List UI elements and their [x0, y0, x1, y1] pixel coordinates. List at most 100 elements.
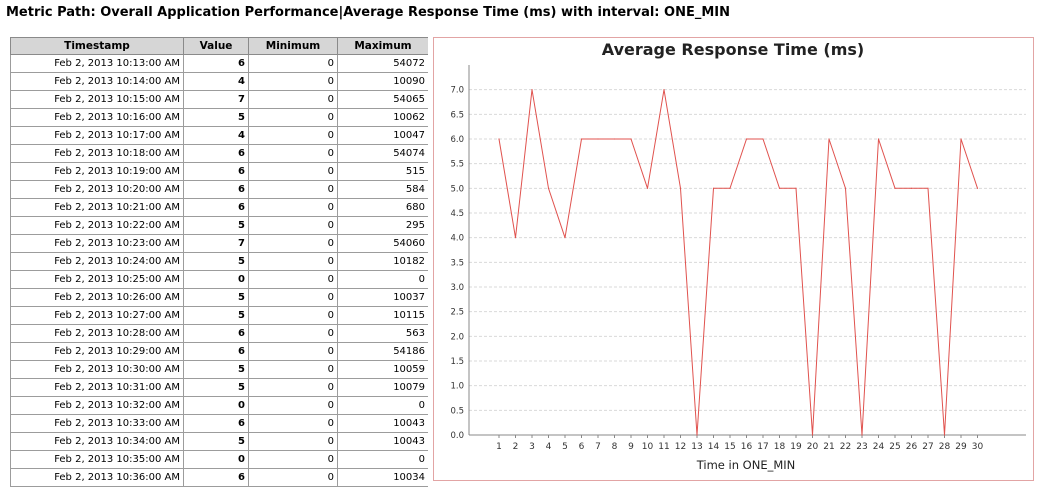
cell-maximum: 563: [337, 324, 428, 343]
table-row[interactable]: Feb 2, 2013 10:32:00 AM 0 0 0: [10, 396, 428, 415]
table-row[interactable]: Feb 2, 2013 10:18:00 AM 6 0 54074: [10, 144, 428, 163]
data-point: [630, 138, 632, 140]
table-row[interactable]: Feb 2, 2013 10:34:00 AM 5 0 10043: [10, 432, 428, 451]
cell-value: 6: [183, 468, 249, 487]
cell-timestamp: Feb 2, 2013 10:16:00 AM: [10, 108, 184, 127]
table-row[interactable]: Feb 2, 2013 10:15:00 AM 7 0 54065: [10, 90, 428, 109]
data-point: [729, 187, 731, 189]
table-row[interactable]: Feb 2, 2013 10:13:00 AM 6 0 54072: [10, 54, 428, 73]
cell-timestamp: Feb 2, 2013 10:27:00 AM: [10, 306, 184, 325]
cell-maximum: 0: [337, 270, 428, 289]
cell-minimum: 0: [248, 432, 338, 451]
cell-timestamp: Feb 2, 2013 10:25:00 AM: [10, 270, 184, 289]
data-point: [828, 138, 830, 140]
cell-minimum: 0: [248, 288, 338, 307]
table-row[interactable]: Feb 2, 2013 10:23:00 AM 7 0 54060: [10, 234, 428, 253]
table-row[interactable]: Feb 2, 2013 10:28:00 AM 6 0 563: [10, 324, 428, 343]
table-row[interactable]: Feb 2, 2013 10:22:00 AM 5 0 295: [10, 216, 428, 235]
table-row[interactable]: Feb 2, 2013 10:25:00 AM 0 0 0: [10, 270, 428, 289]
y-tick-label: 5.5: [450, 160, 464, 170]
table-row[interactable]: Feb 2, 2013 10:31:00 AM 5 0 10079: [10, 378, 428, 397]
x-tick-label: 18: [774, 442, 786, 452]
cell-maximum: 0: [337, 450, 428, 469]
cell-value: 5: [183, 216, 249, 235]
cell-timestamp: Feb 2, 2013 10:34:00 AM: [10, 432, 184, 451]
table-row[interactable]: Feb 2, 2013 10:35:00 AM 0 0 0: [10, 450, 428, 469]
x-tick-label: 1: [496, 442, 502, 452]
data-point: [811, 434, 814, 436]
x-tick-label: 4: [546, 442, 552, 452]
metrics-table-container: Timestamp Value Minimum Maximum Feb 2, 2…: [10, 37, 428, 494]
data-point: [531, 89, 533, 91]
cell-minimum: 0: [248, 270, 338, 289]
data-point: [696, 434, 698, 436]
cell-minimum: 0: [248, 414, 338, 433]
cell-value: 6: [183, 162, 249, 181]
table-row[interactable]: Feb 2, 2013 10:14:00 AM 4 0 10090: [10, 72, 428, 91]
cell-value: 0: [183, 450, 249, 469]
table-row[interactable]: Feb 2, 2013 10:36:00 AM 6 0 10034: [10, 468, 428, 487]
data-point: [943, 434, 946, 436]
cell-minimum: 0: [248, 162, 338, 181]
table-row[interactable]: Feb 2, 2013 10:17:00 AM 4 0 10047: [10, 126, 428, 145]
x-tick-label: 27: [922, 442, 933, 452]
x-tick-label: 22: [840, 442, 851, 452]
y-tick-label: 7.0: [450, 86, 464, 96]
x-tick-label: 29: [955, 442, 967, 452]
x-tick-label: 30: [972, 442, 984, 452]
column-header-maximum[interactable]: Maximum: [337, 37, 428, 55]
table-row[interactable]: Feb 2, 2013 10:21:00 AM 6 0 680: [10, 198, 428, 217]
cell-minimum: 0: [248, 54, 338, 73]
data-point: [547, 187, 550, 189]
data-point: [778, 187, 781, 189]
data-point: [762, 138, 764, 140]
cell-maximum: 10090: [337, 72, 428, 91]
y-tick-label: 2.5: [450, 308, 464, 318]
x-tick-label: 11: [658, 442, 669, 452]
cell-timestamp: Feb 2, 2013 10:31:00 AM: [10, 378, 184, 397]
cell-maximum: 295: [337, 216, 428, 235]
x-tick-label: 3: [529, 442, 535, 452]
table-row[interactable]: Feb 2, 2013 10:19:00 AM 6 0 515: [10, 162, 428, 181]
data-point: [712, 187, 715, 189]
column-header-timestamp[interactable]: Timestamp: [10, 37, 184, 55]
metrics-table: Timestamp Value Minimum Maximum Feb 2, 2…: [10, 37, 428, 487]
table-row[interactable]: Feb 2, 2013 10:27:00 AM 5 0 10115: [10, 306, 428, 325]
table-body: Feb 2, 2013 10:13:00 AM 6 0 54072 Feb 2, 201…: [10, 54, 428, 487]
x-tick-label: 10: [642, 442, 654, 452]
table-row[interactable]: Feb 2, 2013 10:30:00 AM 5 0 10059: [10, 360, 428, 379]
table-row[interactable]: Feb 2, 2013 10:33:00 AM 6 0 10043: [10, 414, 428, 433]
data-point: [564, 237, 566, 239]
cell-timestamp: Feb 2, 2013 10:20:00 AM: [10, 180, 184, 199]
cell-timestamp: Feb 2, 2013 10:26:00 AM: [10, 288, 184, 307]
column-header-value[interactable]: Value: [183, 37, 249, 55]
y-tick-label: 4.5: [450, 209, 464, 219]
cell-timestamp: Feb 2, 2013 10:32:00 AM: [10, 396, 184, 415]
table-row[interactable]: Feb 2, 2013 10:26:00 AM 5 0 10037: [10, 288, 428, 307]
y-tick-label: 3.0: [450, 283, 464, 293]
y-tick-label: 6.0: [450, 135, 464, 145]
cell-minimum: 0: [248, 216, 338, 235]
chart-tick-labels: 0.0 0.5 1.0 1.5 2.0 2.5 3.0 3.5 4.0 4.5 5.0 5.5 6.0 6…: [450, 86, 983, 452]
cell-value: 5: [183, 432, 249, 451]
column-header-minimum[interactable]: Minimum: [248, 37, 338, 55]
cell-maximum: 54074: [337, 144, 428, 163]
cell-maximum: 54186: [337, 342, 428, 361]
cell-timestamp: Feb 2, 2013 10:22:00 AM: [10, 216, 184, 235]
cell-maximum: 54060: [337, 234, 428, 253]
data-point: [894, 187, 896, 189]
x-tick-label: 28: [939, 442, 951, 452]
cell-minimum: 0: [248, 360, 338, 379]
cell-timestamp: Feb 2, 2013 10:14:00 AM: [10, 72, 184, 91]
table-row[interactable]: Feb 2, 2013 10:24:00 AM 5 0 10182: [10, 252, 428, 271]
cell-timestamp: Feb 2, 2013 10:33:00 AM: [10, 414, 184, 433]
data-point: [960, 138, 962, 140]
cell-timestamp: Feb 2, 2013 10:23:00 AM: [10, 234, 184, 253]
table-row[interactable]: Feb 2, 2013 10:29:00 AM 6 0 54186: [10, 342, 428, 361]
table-row[interactable]: Feb 2, 2013 10:16:00 AM 5 0 10062: [10, 108, 428, 127]
x-tick-label: 2: [513, 442, 519, 452]
cell-minimum: 0: [248, 108, 338, 127]
x-tick-label: 21: [823, 442, 834, 452]
table-row[interactable]: Feb 2, 2013 10:20:00 AM 6 0 584: [10, 180, 428, 199]
cell-value: 5: [183, 306, 249, 325]
